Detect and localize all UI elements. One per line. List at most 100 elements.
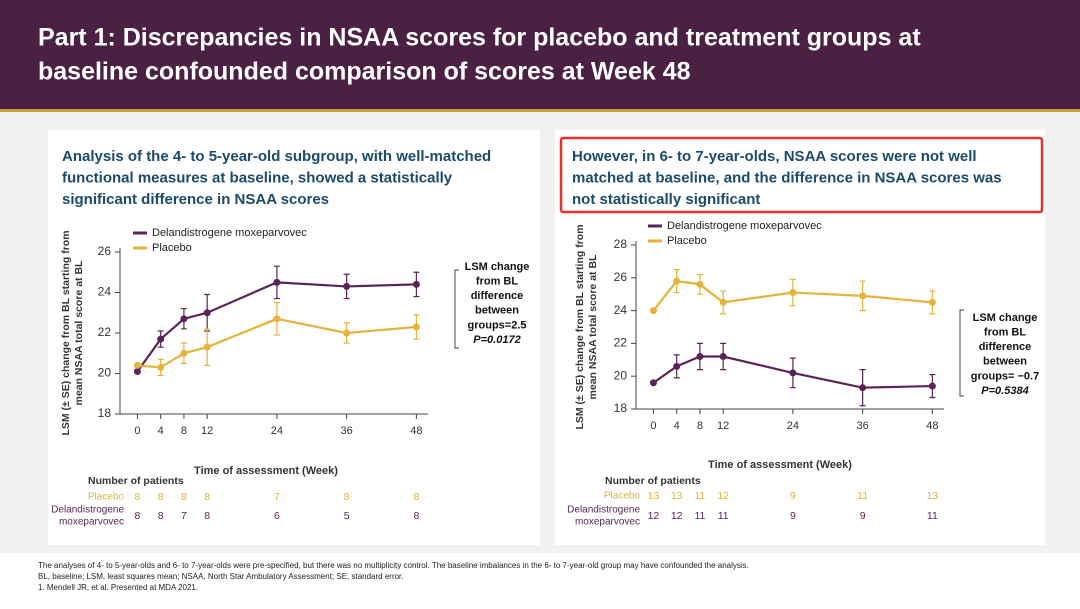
y-axis-label: mean NSAA total score at BL	[587, 254, 599, 399]
legend-label: Delandistrogene moxeparvovec	[667, 220, 822, 232]
data-point	[719, 353, 727, 361]
panel-heading: not statistically significant	[572, 191, 760, 208]
table-title: Number of patients	[88, 475, 184, 487]
table-cell: 11	[857, 490, 868, 502]
table-cell: 8	[413, 510, 419, 522]
x-axis-label: Time of assessment (Week)	[194, 465, 338, 477]
table-cell: 11	[694, 510, 705, 522]
y-tick-label: 20	[614, 368, 628, 382]
y-axis-label: LSM (± SE) change from BL starting from	[574, 224, 586, 429]
annotation: between	[475, 305, 519, 317]
x-tick-label: 12	[201, 425, 213, 437]
annotation: between	[983, 356, 1027, 368]
bracket	[454, 269, 459, 349]
bracket	[959, 309, 964, 397]
highlight-box	[559, 136, 1044, 214]
table-cell: 8	[344, 491, 350, 503]
data-point	[673, 277, 681, 285]
x-axis-label: Time of assessment (Week)	[708, 459, 852, 471]
data-point	[928, 382, 936, 390]
data-point	[649, 307, 657, 315]
table-title: Number of patients	[605, 475, 701, 487]
data-point	[203, 343, 211, 351]
annotation: difference	[979, 341, 1032, 353]
table-cell: 11	[694, 490, 705, 502]
x-tick-label: 4	[158, 425, 164, 437]
legend-label: Placebo	[667, 235, 707, 247]
table-cell: 13	[671, 490, 683, 502]
x-tick-label: 4	[674, 420, 680, 432]
y-axis-label: mean NSAA total score at BL	[73, 260, 85, 405]
panel-heading: matched at baseline, and the difference …	[572, 169, 1002, 186]
y-tick-label: 26	[98, 244, 112, 258]
table-cell: 13	[927, 490, 939, 502]
annotation: from BL	[984, 327, 1026, 339]
table-cell: 8	[204, 510, 210, 522]
panel-heading: Analysis of the 4- to 5-year-old subgrou…	[62, 148, 491, 165]
annotation: P=0.0172	[473, 334, 520, 346]
data-point	[696, 353, 704, 361]
table-cell: 12	[648, 510, 660, 522]
data-point	[273, 315, 281, 323]
annotation: groups=2.5	[468, 319, 527, 331]
table-row-name: moxeparvovec	[575, 517, 640, 528]
header-rule	[0, 109, 1080, 112]
data-point	[789, 369, 797, 377]
table-cell: 8	[135, 491, 141, 503]
x-tick-label: 8	[181, 425, 187, 437]
data-point	[412, 280, 420, 288]
data-point	[696, 280, 704, 288]
table-cell: 8	[158, 491, 164, 503]
table-cell: 7	[274, 491, 280, 503]
header-title: Part 1: Discrepancies in NSAA scores for…	[38, 24, 921, 52]
table-row-name: Placebo	[88, 492, 125, 503]
x-tick-label: 24	[787, 420, 799, 432]
table-row-name: Delandistrogene	[567, 505, 640, 516]
data-point	[180, 349, 188, 357]
data-point	[928, 298, 936, 306]
table-cell: 8	[158, 510, 164, 522]
data-point	[412, 323, 420, 331]
table-cell: 9	[790, 510, 796, 522]
data-point	[203, 309, 211, 317]
x-tick-label: 0	[134, 425, 140, 437]
y-tick-label: 18	[98, 406, 112, 420]
table-cell: 12	[717, 490, 729, 502]
data-point	[673, 362, 681, 370]
table-cell: 13	[648, 490, 660, 502]
annotation: P=0.5384	[981, 385, 1028, 397]
footnote: BL, baseline; LSM, least squares mean; N…	[38, 572, 404, 581]
table-cell: 11	[927, 510, 938, 522]
table-cell: 7	[181, 510, 187, 522]
y-axis-label: LSM (± SE) change from BL starting from	[60, 230, 72, 435]
legend-label: Delandistrogene moxeparvovec	[152, 227, 307, 239]
header-band	[0, 0, 1080, 109]
y-tick-label: 24	[614, 303, 628, 317]
x-tick-label: 36	[341, 425, 353, 437]
annotation: LSM change	[465, 261, 530, 273]
data-point	[180, 315, 188, 323]
y-tick-label: 28	[614, 237, 628, 251]
table-cell: 9	[860, 510, 866, 522]
header-title: baseline confounded comparison of scores…	[38, 58, 691, 86]
panel	[48, 130, 540, 545]
panel-heading: significant difference in NSAA scores	[62, 191, 329, 208]
data-point	[157, 363, 165, 371]
data-point	[133, 367, 141, 375]
footnote: 1. Mendell JR, et al. Presented at MDA 2…	[38, 583, 198, 592]
x-tick-label: 24	[271, 425, 283, 437]
table-row-name: Delandistrogene	[51, 505, 124, 516]
data-point	[343, 329, 351, 337]
table-cell: 8	[181, 491, 187, 503]
table-row-name: Placebo	[604, 491, 641, 502]
table-cell: 8	[204, 491, 210, 503]
y-tick-label: 26	[614, 270, 628, 284]
panel-heading: However, in 6- to 7-year-olds, NSAA scor…	[572, 148, 977, 165]
x-tick-label: 48	[410, 425, 422, 437]
table-cell: 5	[344, 510, 350, 522]
annotation: LSM change	[973, 312, 1038, 324]
data-point	[649, 379, 657, 387]
table-cell: 6	[274, 510, 280, 522]
legend-label: Placebo	[152, 242, 192, 254]
